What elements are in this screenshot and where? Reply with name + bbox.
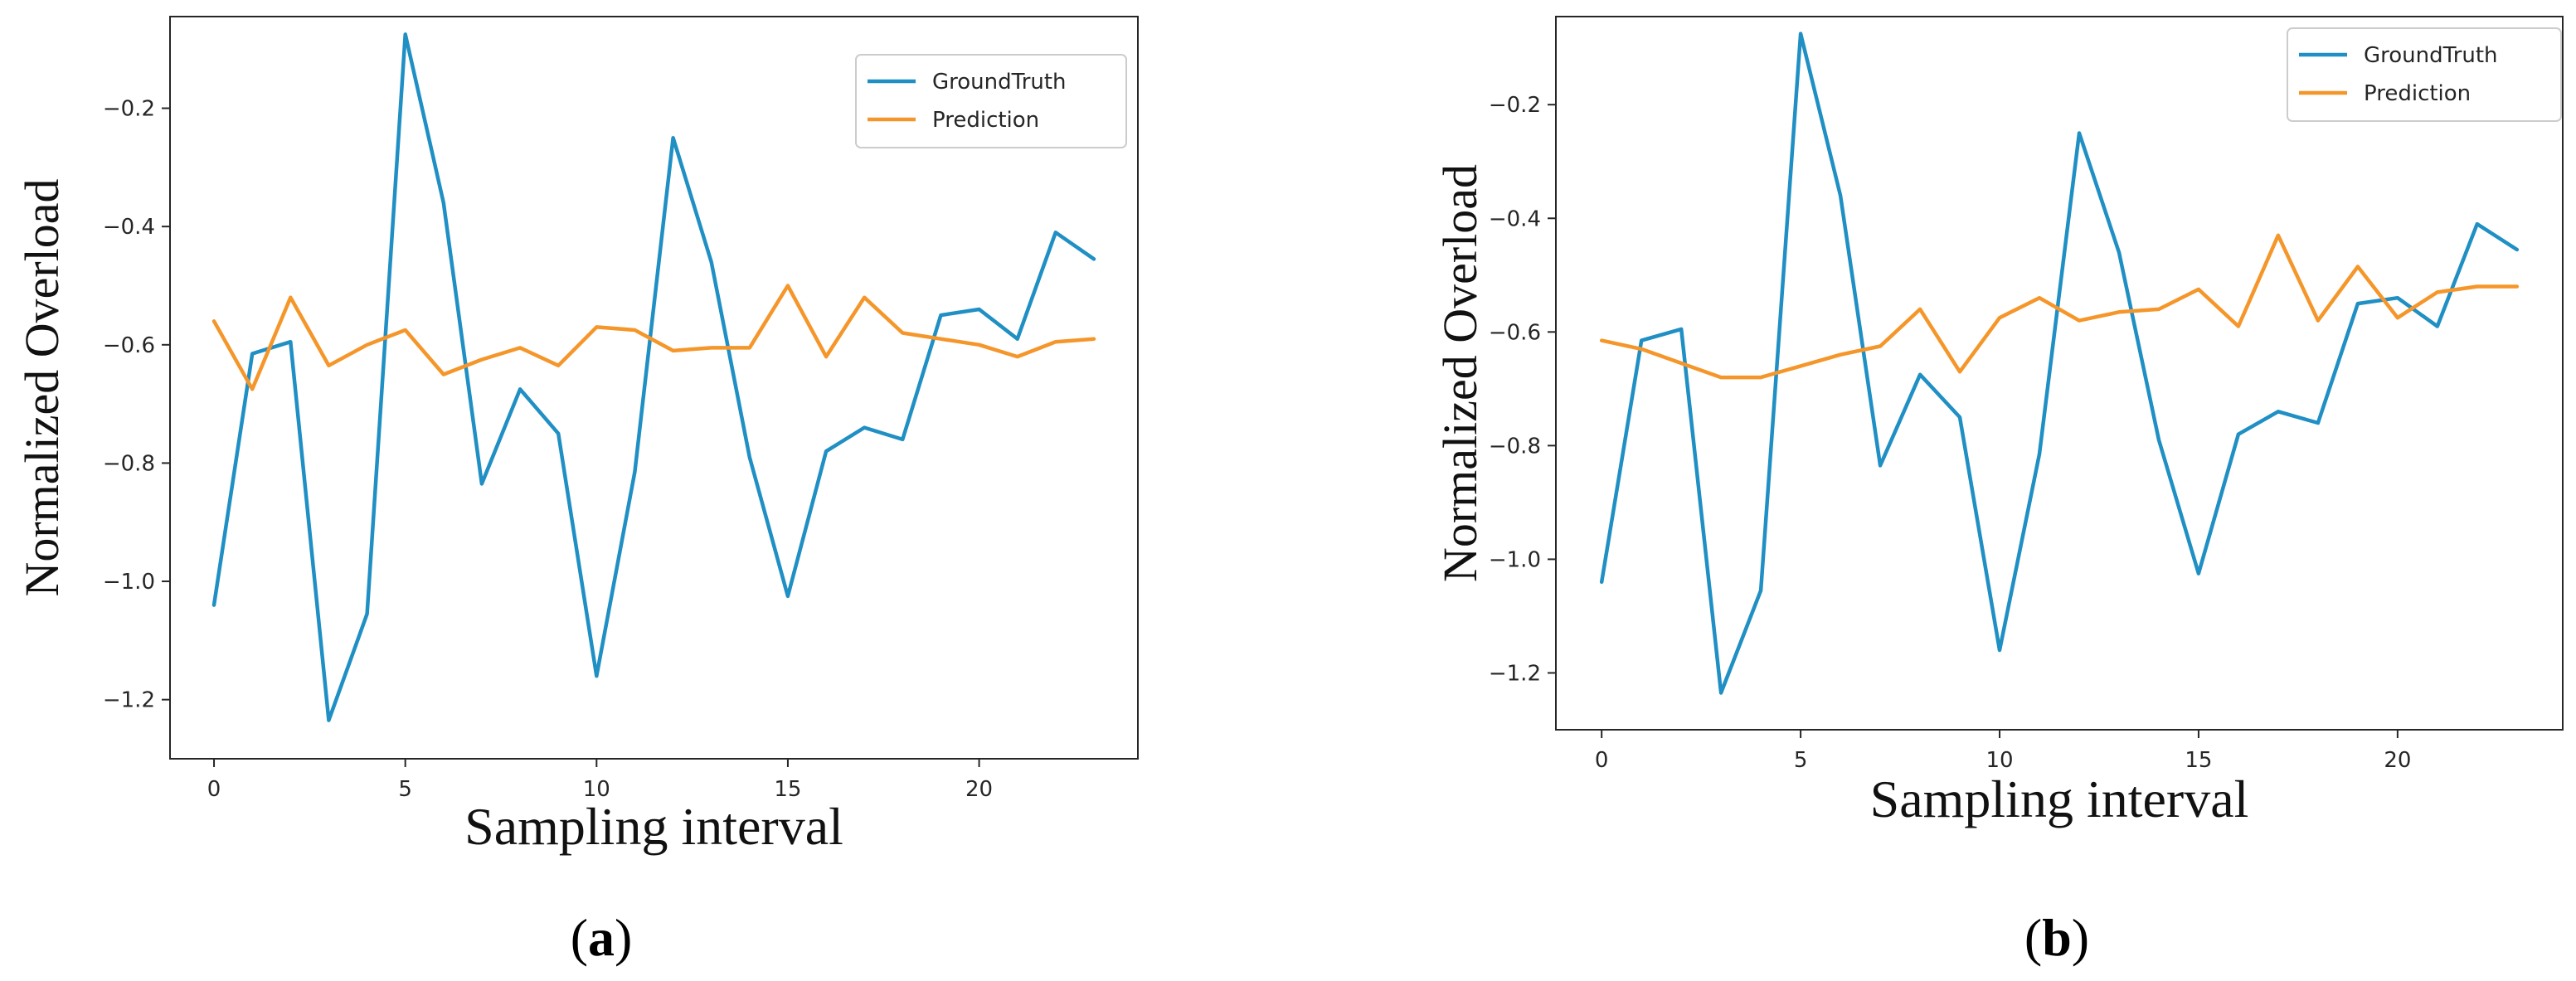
x-tick-label: 10 (1985, 748, 2013, 773)
legend-label-groundtruth: GroundTruth (932, 70, 1067, 95)
y-axis-title: Normalized Overload (1433, 164, 1487, 582)
legend-label-prediction: Prediction (2364, 81, 2471, 106)
chart-panel-b: 0 5 10 15 20 −1.2 −1.0 −0.8 −0.6 −0.4 −0.2 Normaliz… (1433, 16, 2564, 967)
x-tick-label: 15 (774, 777, 801, 802)
panel-label: (b) (2024, 908, 2089, 967)
y-tick-label: −0.6 (103, 333, 155, 358)
x-tick-label: 15 (2185, 748, 2212, 773)
y-tick-label: −0.4 (1489, 206, 1541, 231)
x-axis-title: Sampling interval (464, 797, 843, 856)
legend: GroundTruth Prediction (2287, 27, 2562, 122)
series-line-prediction (1599, 233, 2520, 380)
y-tick-label: −0.8 (1489, 434, 1541, 459)
x-tick-label: 20 (965, 777, 993, 802)
x-tick-label: 0 (1595, 748, 1609, 773)
panel-label-letter: b (2042, 908, 2072, 967)
y-tick-label: −0.4 (103, 215, 155, 240)
legend: GroundTruth Prediction (855, 54, 1127, 148)
chart-panel-a: 0 5 10 15 20 −1.2 −1.0 −0.8 −0.6 −0.4 −0.2 Normaliz… (15, 16, 1139, 967)
y-tick-label: −1.0 (103, 570, 155, 595)
x-tick-label: 0 (207, 777, 221, 802)
panel-label-letter: a (588, 908, 615, 967)
panel-label: (a) (571, 908, 633, 967)
series-line-groundtruth (1599, 32, 2520, 695)
series-line-groundtruth (211, 32, 1096, 722)
y-tick-label: −0.2 (1489, 93, 1541, 118)
y-tick-label: −1.0 (1489, 547, 1541, 572)
legend-box (855, 54, 1127, 148)
x-tick-label: 20 (2384, 748, 2411, 773)
y-axis-title: Normalized Overload (15, 178, 69, 596)
series-line-prediction (211, 284, 1096, 391)
plot-frame (169, 16, 1139, 760)
y-tick-label: −1.2 (103, 688, 155, 713)
y-tick-label: −0.8 (103, 451, 155, 476)
x-tick-label: 5 (1794, 748, 1808, 773)
y-tick-label: −1.2 (1489, 661, 1541, 686)
plot-frame (1555, 16, 2564, 731)
legend-box (2287, 27, 2562, 122)
legend-label-prediction: Prediction (932, 108, 1039, 133)
x-axis-title: Sampling interval (1870, 770, 2249, 828)
x-tick-label: 10 (583, 777, 610, 802)
x-tick-label: 5 (398, 777, 412, 802)
y-tick-label: −0.6 (1489, 320, 1541, 345)
legend-label-groundtruth: GroundTruth (2364, 43, 2498, 68)
y-tick-label: −0.2 (103, 97, 155, 122)
